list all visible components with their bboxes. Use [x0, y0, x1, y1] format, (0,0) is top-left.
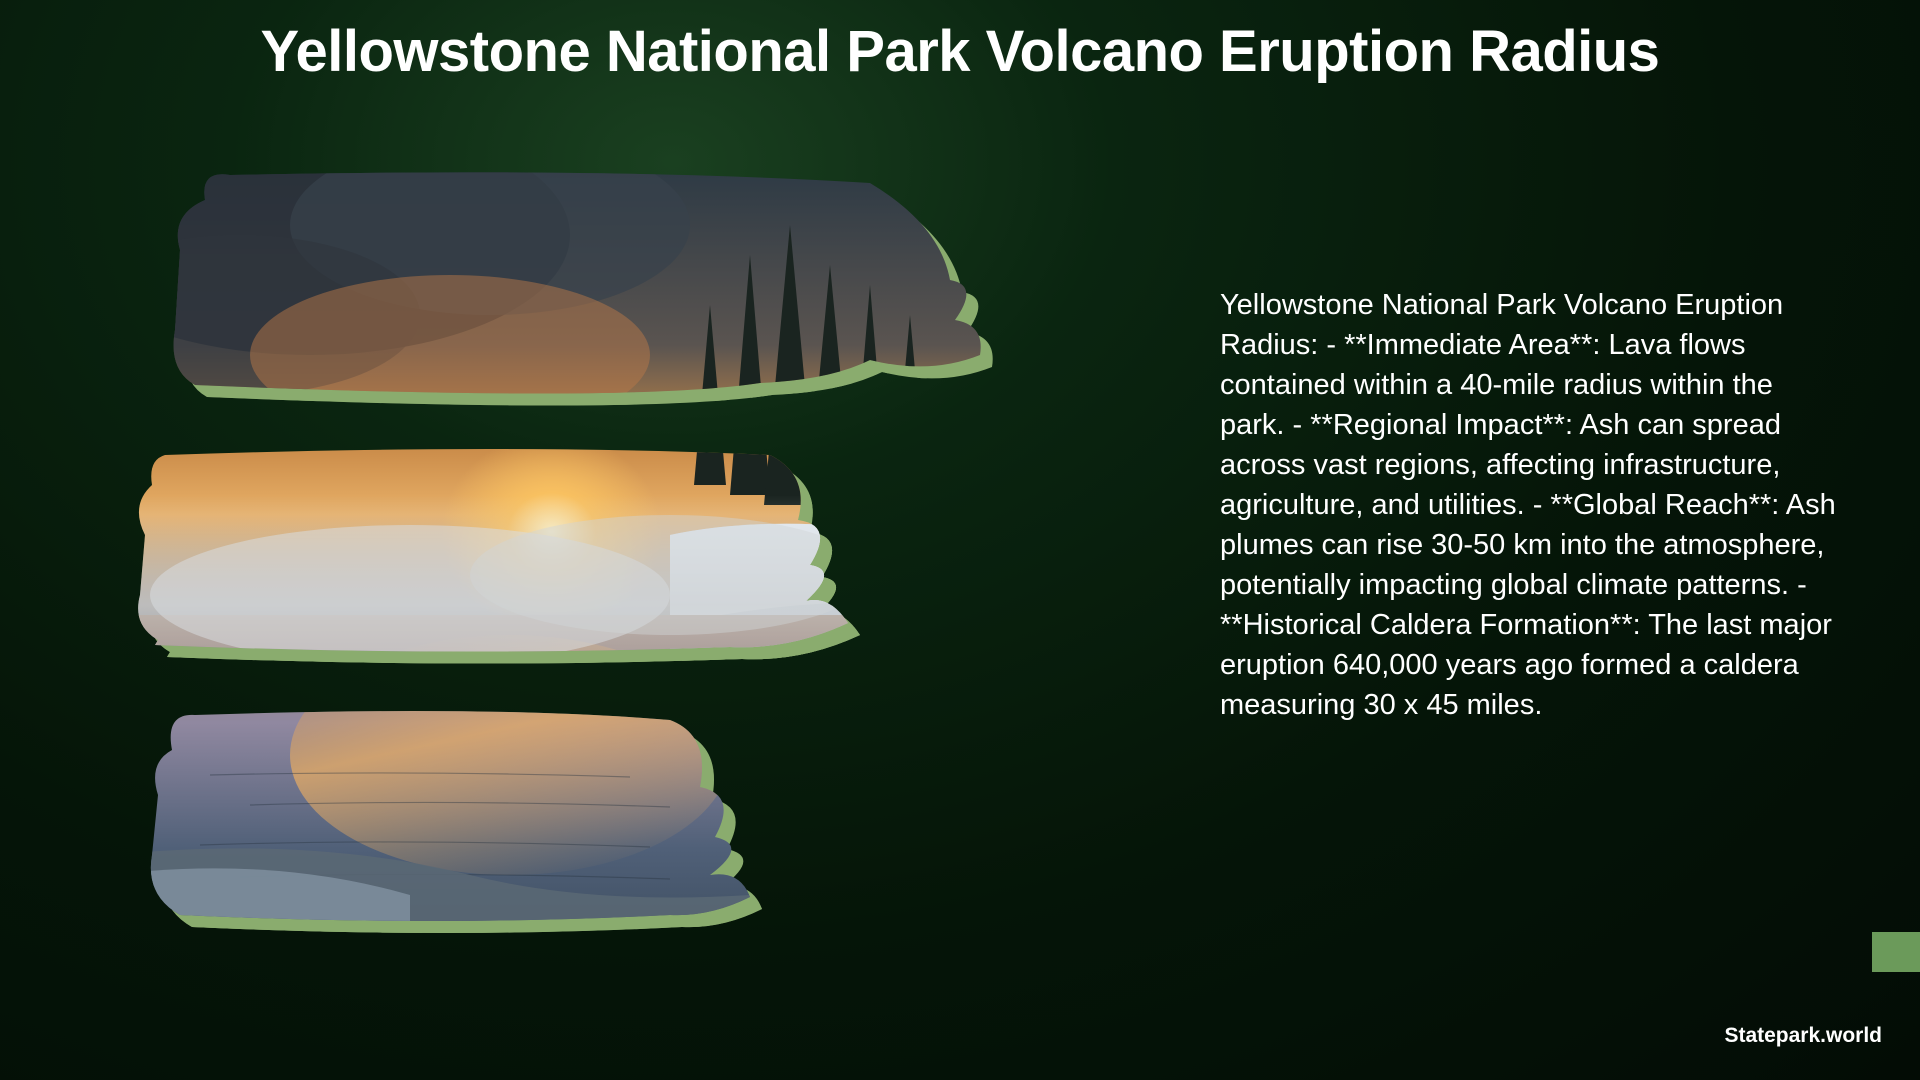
footer-brand: Statepark.world — [1724, 1024, 1882, 1048]
body-text-area: Yellowstone National Park Volcano Erupti… — [1220, 285, 1840, 975]
content-row: Yellowstone National Park Volcano Erupti… — [0, 155, 1920, 975]
hero-image-area — [110, 155, 1160, 975]
body-text: Yellowstone National Park Volcano Erupti… — [1220, 285, 1840, 725]
accent-bar — [1872, 932, 1920, 972]
page-title: Yellowstone National Park Volcano Erupti… — [0, 0, 1920, 85]
brush-masked-image — [110, 155, 1030, 975]
